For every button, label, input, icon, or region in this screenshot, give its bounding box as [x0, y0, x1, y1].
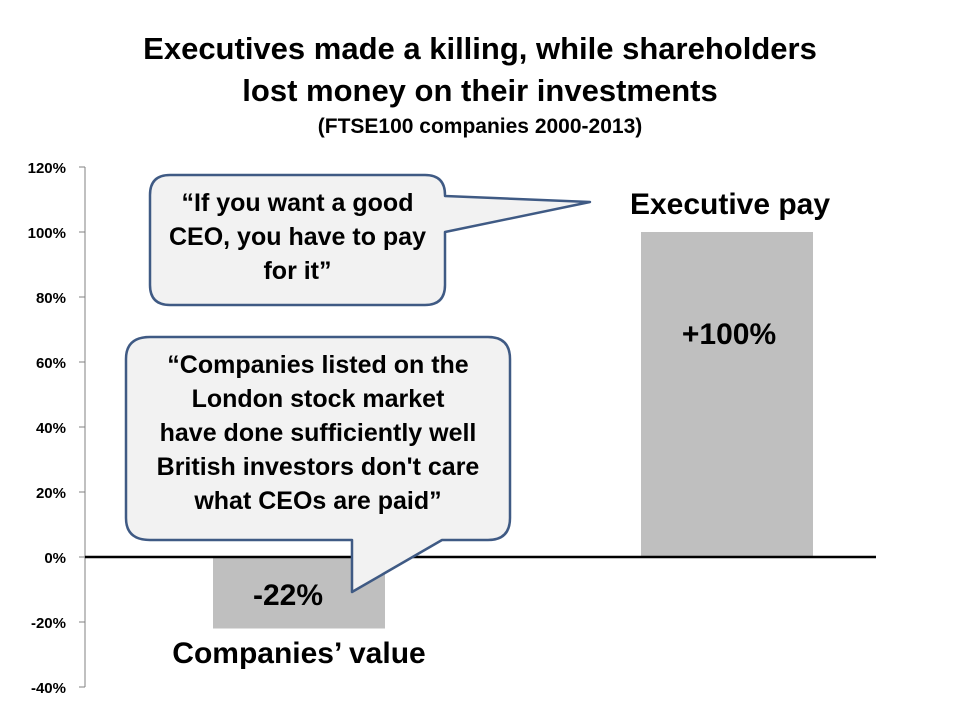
category-label-companies-value: Companies’ value	[172, 636, 426, 670]
speech-bubble-good-ceo	[148, 173, 592, 307]
y-tick-label: 80%	[36, 290, 66, 307]
y-tick-label: 0%	[44, 550, 66, 567]
bubble-line: “Companies listed on the	[167, 351, 469, 379]
chart-title: Executives made a killing, while shareho…	[0, 28, 960, 142]
y-tick-label: 60%	[36, 355, 66, 372]
chart-title-line-1: Executives made a killing, while shareho…	[143, 31, 817, 66]
chart-subtitle: (FTSE100 companies 2000-2013)	[317, 115, 643, 138]
speech-bubble-text-good-ceo: “If you want a good CEO, you have to pay…	[150, 186, 445, 288]
y-tick-label: 20%	[36, 485, 66, 502]
data-label-companies-value: -22%	[252, 579, 324, 612]
bubble-line: CEO, you have to pay	[168, 223, 426, 251]
bubble-line: British investors don't care	[156, 453, 480, 481]
y-tick-label: -40%	[31, 680, 66, 697]
y-tick-label: 40%	[36, 420, 66, 437]
chart-title-line-2: lost money on their investments	[242, 73, 718, 108]
bubble-line: London stock market	[191, 385, 445, 413]
bar-1	[641, 232, 813, 557]
speech-bubble-text-companies-listed: “Companies listed on the London stock ma…	[126, 348, 510, 518]
bubble-line: for it”	[263, 257, 332, 285]
bubble-line: have done sufficiently well	[159, 419, 477, 447]
data-label-executive-pay: +100%	[681, 318, 777, 351]
speech-bubble-companies-listed	[124, 335, 512, 594]
category-label-executive-pay: Executive pay	[629, 188, 831, 221]
y-tick-label: 120%	[28, 160, 66, 177]
y-tick-label: 100%	[28, 225, 66, 242]
bubble-line: what CEOs are paid”	[194, 487, 442, 515]
bubble-line: “If you want a good	[181, 189, 414, 217]
y-tick-label: -20%	[31, 615, 66, 632]
